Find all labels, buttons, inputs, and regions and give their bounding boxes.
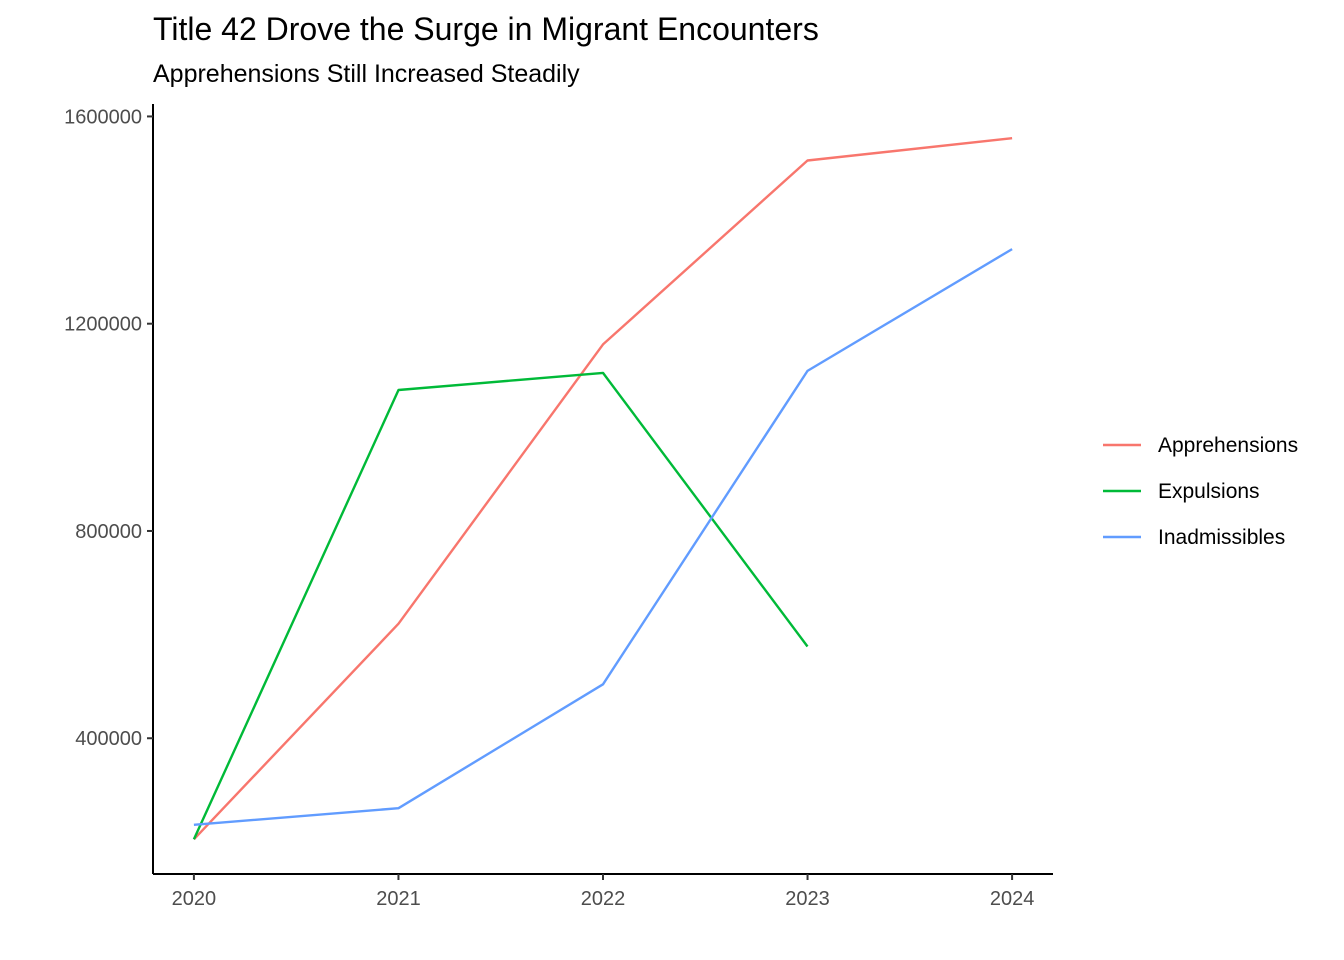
x-tick-label: 2022 [581, 888, 626, 910]
x-tick-label: 2024 [990, 888, 1035, 910]
legend-label-expulsions: Expulsions [1158, 480, 1260, 503]
legend-label-inadmissibles: Inadmissibles [1158, 526, 1285, 549]
x-axis-ticks: 2020 2021 2022 2023 2024 [172, 874, 1035, 910]
series-line-expulsions [192, 371, 809, 840]
x-tick-label: 2023 [785, 888, 830, 910]
y-axis-ticks: 400000 800000 1200000 1600000 [64, 106, 153, 750]
chart-title: Title 42 Drove the Surge in Migrant Enco… [153, 11, 819, 47]
y-tick-label: 800000 [75, 521, 142, 543]
y-tick-label: 1600000 [64, 106, 142, 128]
y-tick-label: 400000 [75, 728, 142, 750]
series-line-apprehensions [193, 137, 1013, 841]
legend-label-apprehensions: Apprehensions [1158, 434, 1298, 457]
series-layer [192, 137, 1013, 841]
chart-subtitle: Apprehensions Still Increased Steadily [153, 60, 580, 88]
x-tick-label: 2020 [172, 888, 217, 910]
legend: Apprehensions Expulsions Inadmissibles [1103, 434, 1298, 549]
y-tick-label: 1200000 [64, 314, 142, 336]
x-tick-label: 2021 [376, 888, 421, 910]
series-line-inadmissibles [193, 248, 1013, 826]
